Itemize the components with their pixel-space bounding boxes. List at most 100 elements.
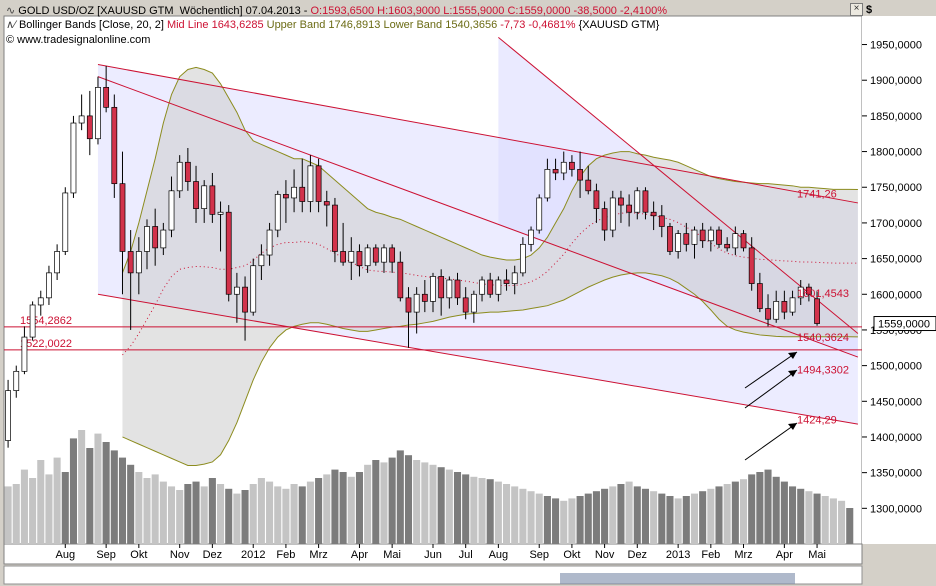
candle-down (225, 211, 232, 295)
candle-down (765, 308, 771, 320)
candle-up (62, 192, 69, 252)
candle-down (626, 204, 632, 213)
candle-down (111, 106, 118, 185)
volume-bar (625, 481, 633, 544)
x-tick-label: Okt (130, 549, 147, 561)
volume-bar (666, 496, 674, 544)
candle-up (381, 247, 387, 263)
volume-bar (437, 467, 445, 544)
candle-down (127, 251, 134, 274)
candle-up (430, 276, 436, 302)
candle-down (103, 87, 110, 108)
candle-up (274, 194, 281, 231)
volume-bar (674, 498, 682, 544)
volume-bar (789, 486, 797, 544)
candle-down (283, 194, 289, 199)
volume-bar (462, 474, 470, 544)
volume-bar (241, 490, 249, 544)
candle-up (520, 243, 526, 274)
trend-line-steep (498, 37, 859, 334)
volume-bar (331, 469, 339, 544)
candle-down (462, 297, 469, 313)
volume-bar (764, 469, 772, 544)
candle-down (593, 190, 600, 209)
candle-down (421, 293, 428, 302)
candle-up (479, 279, 485, 295)
currency-symbol: $ (866, 4, 873, 16)
volume-bar (364, 464, 372, 544)
volume-bar (829, 498, 837, 544)
candle-down (756, 283, 763, 309)
candle-up (95, 87, 101, 140)
candle-down (748, 247, 755, 284)
volume-bar (805, 491, 813, 544)
candle-up (307, 165, 314, 202)
bollinger-upper-line (122, 66, 858, 274)
candle-down (601, 208, 608, 231)
x-tick-label: Jun (424, 549, 442, 561)
candle-down (86, 115, 93, 140)
trend-line-long-lower (97, 293, 858, 425)
candle-down (315, 165, 322, 202)
level-label: 1522,0022 (20, 338, 72, 350)
volume-bar (135, 472, 143, 544)
volume-bar (159, 481, 167, 544)
volume-bar (429, 464, 437, 544)
annotation-label: 1424,29 (797, 415, 837, 427)
x-tick-label: Mai (383, 549, 401, 561)
volume-bar (298, 486, 306, 544)
candle-down (209, 185, 216, 215)
volume-bar (167, 486, 176, 544)
candle-up (707, 229, 714, 242)
candle-down (667, 226, 673, 252)
x-tick-label: Apr (776, 549, 793, 561)
candle-up (413, 293, 420, 313)
symbol-header: ∿ GOLD USD/OZ [XAUUSD GTM Wöchentlich] 0… (6, 4, 667, 18)
volume-bar (192, 481, 200, 544)
volume-bar (650, 491, 658, 544)
bollinger-label: Bollinger Bands [Close, 20, 2] (18, 19, 167, 31)
candle-up (78, 115, 85, 124)
candle-down (389, 247, 396, 263)
annotation-label: 1601,4543 (797, 288, 849, 300)
trend-channel-fill (97, 64, 858, 425)
volume-bar (78, 430, 86, 544)
y-tick-label: 1500,0000 (870, 361, 922, 373)
candle-up (732, 233, 739, 249)
volume-bar (846, 508, 854, 544)
ohlc-text: O:1593,6500 H:1603,9000 L:1555,9000 C:15… (310, 5, 668, 17)
candle-up (364, 247, 371, 267)
candle-down (642, 190, 649, 213)
x-tick-label: Dez (628, 549, 648, 561)
volume-bar (527, 491, 535, 544)
overview-window (560, 573, 795, 584)
candle-up (5, 390, 11, 441)
candle-up (797, 286, 804, 299)
y-tick-label: 1400,0000 (870, 432, 922, 444)
x-tick-label: Mai (808, 549, 826, 561)
candle-up (46, 272, 52, 299)
candle-down (699, 229, 706, 242)
volume-bar (413, 460, 421, 544)
volume-bar (511, 486, 519, 544)
volume-bar (478, 478, 486, 544)
volume-bar (12, 484, 20, 544)
candle-down (152, 226, 159, 249)
annotation-label: 1494,3302 (797, 365, 849, 377)
volume-bar (225, 488, 233, 544)
arrow-line (744, 422, 798, 461)
close-icon[interactable]: × (850, 3, 863, 16)
volume-bar (609, 486, 617, 544)
candle-up (528, 229, 534, 245)
candle-up (773, 301, 780, 320)
volume-bar (486, 479, 494, 544)
volume-bar (4, 486, 12, 544)
volume-bar (184, 484, 192, 544)
x-tick-label: Apr (351, 549, 368, 561)
y-tick-label: 1900,0000 (870, 75, 922, 87)
candle-up (201, 185, 208, 209)
candle-up (258, 254, 265, 267)
volume-bar (249, 484, 257, 544)
